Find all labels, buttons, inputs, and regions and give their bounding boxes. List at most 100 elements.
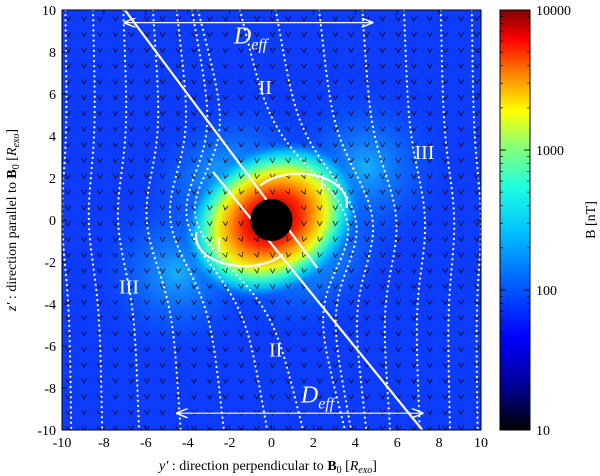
field-arrow xyxy=(191,94,197,101)
field-arrow xyxy=(426,283,433,290)
field-arrow xyxy=(426,126,433,132)
field-arrow xyxy=(254,362,260,369)
field-arrow xyxy=(332,63,339,69)
field-arrow xyxy=(238,394,244,400)
field-arrow xyxy=(112,394,119,400)
field-arrow xyxy=(285,394,292,400)
field-arrow xyxy=(301,346,307,353)
field-arrow xyxy=(206,283,213,290)
field-arrow xyxy=(301,126,307,132)
x-tick-label: -2 xyxy=(224,436,236,451)
field-arrow xyxy=(458,126,464,132)
field-arrow xyxy=(426,268,433,274)
field-arrow xyxy=(442,252,449,258)
field-arrow xyxy=(395,63,402,69)
field-arrow xyxy=(112,142,119,148)
field-arrow xyxy=(474,220,480,227)
x-tick-label: -4 xyxy=(182,436,194,451)
field-arrow xyxy=(442,268,449,274)
field-arrow xyxy=(254,346,260,353)
field-arrow xyxy=(81,268,87,274)
field-arrow xyxy=(411,110,417,117)
field-arrow xyxy=(458,315,464,321)
x-tick-label: -6 xyxy=(140,436,152,451)
field-arrow xyxy=(332,79,339,85)
field-arrow xyxy=(222,157,229,164)
field-arrow xyxy=(300,188,306,195)
field-arrow xyxy=(238,63,244,69)
field-arrow xyxy=(238,346,244,353)
field-arrow xyxy=(411,173,417,180)
field-arrow xyxy=(458,110,464,117)
field-line xyxy=(185,10,269,430)
deff-label: Deff xyxy=(300,383,337,413)
field-arrow xyxy=(269,299,276,306)
field-arrow xyxy=(175,157,182,164)
field-arrow xyxy=(112,220,119,227)
field-arrow xyxy=(426,331,433,337)
field-arrow xyxy=(411,126,417,132)
field-arrow xyxy=(112,47,119,54)
field-arrow xyxy=(316,142,323,148)
field-arrow xyxy=(191,425,197,430)
field-arrow xyxy=(96,126,103,132)
field-arrow xyxy=(332,252,339,258)
field-arrow xyxy=(411,346,417,353)
field-arrow xyxy=(458,409,464,416)
field-arrow xyxy=(316,362,323,369)
field-arrow xyxy=(379,394,386,400)
field-line xyxy=(87,10,104,430)
field-arrow xyxy=(222,331,229,337)
region-label: II xyxy=(259,77,272,99)
field-arrow xyxy=(81,220,87,227)
field-arrow xyxy=(348,315,354,321)
field-arrow xyxy=(301,378,307,384)
field-arrow xyxy=(175,425,182,430)
field-arrow xyxy=(458,142,464,148)
field-arrow xyxy=(316,189,322,195)
field-arrow xyxy=(191,110,197,117)
field-arrow xyxy=(128,220,134,227)
field-arrow xyxy=(254,378,260,384)
field-arrow xyxy=(395,94,402,101)
field-arrow xyxy=(144,110,150,117)
field-arrow xyxy=(159,189,166,195)
field-arrow xyxy=(81,79,87,85)
field-arrow xyxy=(426,205,433,211)
field-arrow xyxy=(364,205,370,211)
field-arrow xyxy=(285,79,292,85)
field-arrow xyxy=(458,157,464,164)
field-arrow xyxy=(222,315,229,321)
field-arrow xyxy=(175,362,182,369)
y-tick-label: 0 xyxy=(49,214,56,229)
field-arrow xyxy=(442,189,449,195)
field-arrow xyxy=(442,425,449,430)
field-arrow xyxy=(159,126,166,132)
field-arrow xyxy=(379,283,386,290)
field-arrow xyxy=(379,126,386,132)
field-arrow xyxy=(238,142,245,148)
field-arrow xyxy=(300,204,307,211)
field-arrow xyxy=(379,299,386,306)
field-arrow xyxy=(65,252,72,258)
field-arrow xyxy=(395,31,402,38)
field-arrow xyxy=(175,189,182,195)
field-arrow xyxy=(144,283,150,290)
field-arrow xyxy=(348,126,354,132)
field-arrow xyxy=(112,63,119,69)
field-arrow xyxy=(81,47,87,54)
field-line xyxy=(361,10,398,430)
field-arrow xyxy=(301,267,308,274)
field-arrow xyxy=(364,220,370,227)
field-arrow xyxy=(395,378,402,384)
field-arrow xyxy=(65,205,72,211)
field-arrow xyxy=(81,236,87,243)
annotations: Deff Deff xyxy=(125,23,422,414)
field-arrow xyxy=(65,157,72,164)
y-tick-label: -8 xyxy=(44,382,56,397)
field-arrow xyxy=(238,362,244,369)
field-arrow xyxy=(144,331,150,337)
field-arrow xyxy=(206,94,213,101)
field-arrow xyxy=(474,47,480,54)
field-arrow xyxy=(81,94,87,101)
